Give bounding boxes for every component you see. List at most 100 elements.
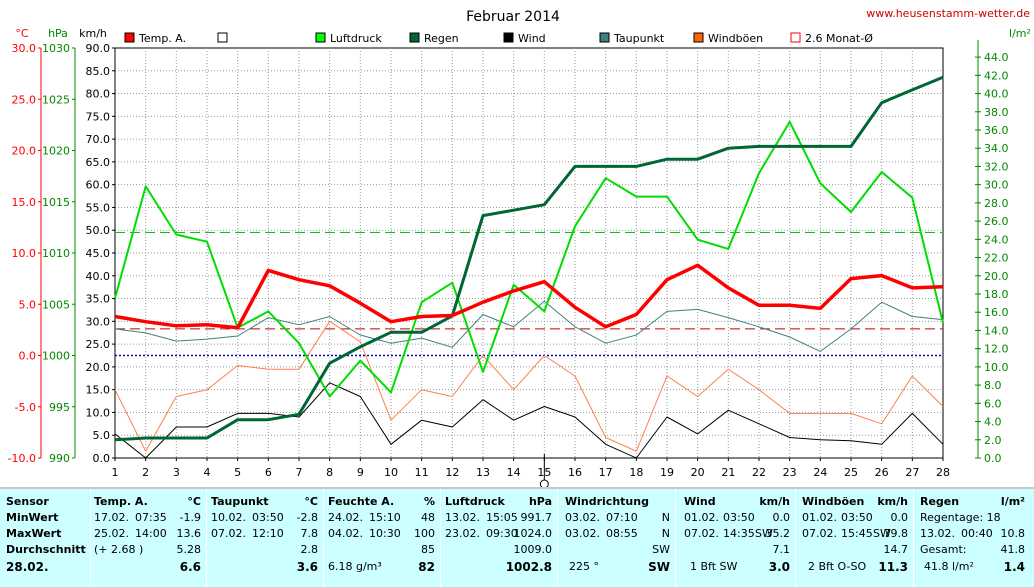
- pressure-axis-label: 995: [49, 401, 70, 414]
- wind-avg-val: 7.1: [772, 543, 791, 556]
- temp-axis-label: -10.0: [8, 452, 36, 465]
- stats-col-sensor: Sensor MinWert MaxWert Durchschnitt 28.0…: [6, 489, 88, 587]
- press-current: 1002.8: [505, 560, 552, 574]
- wind-min-time: 03:50: [723, 511, 755, 524]
- rain-current: 1.4: [1003, 560, 1025, 574]
- row-label-max: MaxWert: [6, 527, 62, 540]
- selected-day-marker[interactable]: [539, 454, 549, 487]
- wind-axis-label: 75.0: [86, 110, 111, 123]
- rain-max-val: 10.8: [1000, 527, 1026, 540]
- x-axis-label: 21: [721, 466, 735, 479]
- legend-swatch-5: [599, 32, 610, 43]
- temp-axis-label: 10.0: [12, 247, 37, 260]
- rain-current-label: 41.8 l/m²: [924, 560, 974, 573]
- rain-axis-label: 24.0: [984, 233, 1009, 246]
- wdir-min-date: 03.02.: [565, 511, 600, 524]
- temp-axis-label: 30.0: [12, 42, 37, 55]
- wind-axis-label: 45.0: [86, 247, 111, 260]
- reference-lines: [115, 232, 943, 357]
- stats-col-wind: Wind km/h 01.02. 03:50 0.0 07.02. 14:35 SW 35.…: [684, 489, 793, 587]
- wdir-max-time: 08:55: [606, 527, 638, 540]
- press-min-time: 15:05: [486, 511, 518, 524]
- stats-col-rain: Regen l/m² Regentage: 18 13.02. 00:40 10.8 …: [920, 489, 1028, 587]
- unit-rain-label: l/m²: [1009, 27, 1031, 40]
- pressure-axis-label: 1020: [42, 145, 70, 158]
- temp-axis-label: -5.0: [15, 401, 36, 414]
- rain-axis-label: 34.0: [984, 142, 1009, 155]
- legend-swatch-4: [503, 32, 514, 43]
- x-axis-label: 7: [296, 466, 303, 479]
- pressure-axis-label: 1010: [42, 247, 70, 260]
- x-axis-label: 27: [905, 466, 919, 479]
- wind-current-bft: 1 Bft SW: [690, 560, 738, 573]
- wind-axis-label: 30.0: [86, 315, 111, 328]
- press-unit: hPa: [528, 495, 552, 508]
- temp-title: Temp. A.: [94, 495, 148, 508]
- hum-min-val: 48: [421, 511, 435, 524]
- gust-title: Windböen: [802, 495, 865, 508]
- series-dewpoint: [114, 300, 944, 352]
- stats-col-gusts: Windböen km/h 01.02. 03:50 0.0 07.02. 15:45 S…: [802, 489, 911, 587]
- gust-current: 11.3: [878, 560, 908, 574]
- press-max-val: 1024.0: [513, 527, 553, 540]
- rain-axis-label: 12.0: [984, 343, 1009, 356]
- press-min-date: 13.02.: [445, 511, 480, 524]
- rain-axis-label: 6.0: [984, 397, 1002, 410]
- x-axis-label: 22: [752, 466, 766, 479]
- pressure-axis-label: 1000: [42, 350, 70, 363]
- wind-axis-label: 90.0: [86, 42, 111, 55]
- hum-max-val: 100: [414, 527, 435, 540]
- dew-unit: °C: [304, 495, 318, 508]
- x-axis-label: 17: [599, 466, 613, 479]
- stats-col-winddir: Windrichtung 03.02. 07:10 N 03.02. 08:55 N S…: [565, 489, 673, 587]
- wind-min-val: 0.0: [772, 511, 791, 524]
- legend-label-7: 2.6 Monat-Ø: [805, 32, 873, 45]
- wind-current: 3.0: [768, 560, 790, 574]
- x-axis-label: 23: [783, 466, 797, 479]
- wind-axis-label: 35.0: [86, 293, 111, 306]
- temp-current: 6.6: [179, 560, 201, 574]
- rain-axis-label: 0.0: [984, 452, 1002, 465]
- rain-axis-label: 38.0: [984, 106, 1009, 119]
- website-link[interactable]: www.heusenstamm-wetter.de: [866, 7, 1030, 20]
- x-axis-label: 16: [568, 466, 582, 479]
- x-axis-label: 26: [875, 466, 889, 479]
- rain-axis-label: 42.0: [984, 69, 1009, 82]
- series-pressure: [114, 120, 944, 398]
- rain-max-date: 13.02.: [920, 527, 955, 540]
- rain-axis-label: 16.0: [984, 306, 1009, 319]
- dew-max-time: 12:10: [252, 527, 284, 540]
- hum-title: Feuchte A.: [328, 495, 395, 508]
- x-axis-label: 25: [844, 466, 858, 479]
- wdir-title: Windrichtung: [565, 495, 649, 508]
- wind-axis-label: 25.0: [86, 338, 111, 351]
- legend-label-2: Luftdruck: [330, 32, 382, 45]
- row-label-avg: Durchschnitt: [6, 543, 86, 556]
- rain-axis-label: 32.0: [984, 160, 1009, 173]
- unit-hpa-label: hPa: [48, 27, 68, 40]
- rain-axis-label: 22.0: [984, 252, 1009, 265]
- wdir-min-val: N: [661, 511, 670, 524]
- hum-max-time: 10:30: [369, 527, 401, 540]
- hum-min-time: 15:10: [369, 511, 401, 524]
- legend-swatch-6: [693, 32, 704, 43]
- rain-axis-label: 28.0: [984, 197, 1009, 210]
- rain-axis-label: 2.0: [984, 434, 1002, 447]
- legend-label-4: Wind: [518, 32, 546, 45]
- wind-max-date: 07.02.: [684, 527, 719, 540]
- wind-unit: km/h: [759, 495, 790, 508]
- wind-title: Wind: [684, 495, 716, 508]
- legend-label-5: Taupunkt: [613, 32, 665, 45]
- wind-axis-label: 20.0: [86, 361, 111, 374]
- unit-celsius-label: °C: [15, 27, 29, 40]
- chart-title: Februar 2014: [466, 9, 560, 25]
- temp-max-time: 14:00: [135, 527, 167, 540]
- rain-axis-label: 14.0: [984, 324, 1009, 337]
- dew-max-val: 7.8: [300, 527, 319, 540]
- rain-title: Regen: [920, 495, 960, 508]
- gust-max-date: 07.02.: [802, 527, 837, 540]
- temp-axis-label: 15.0: [12, 196, 37, 209]
- gust-avg-val: 14.7: [883, 543, 909, 556]
- temp-axis-label: 5.0: [19, 298, 37, 311]
- row-label-min: MinWert: [6, 511, 59, 524]
